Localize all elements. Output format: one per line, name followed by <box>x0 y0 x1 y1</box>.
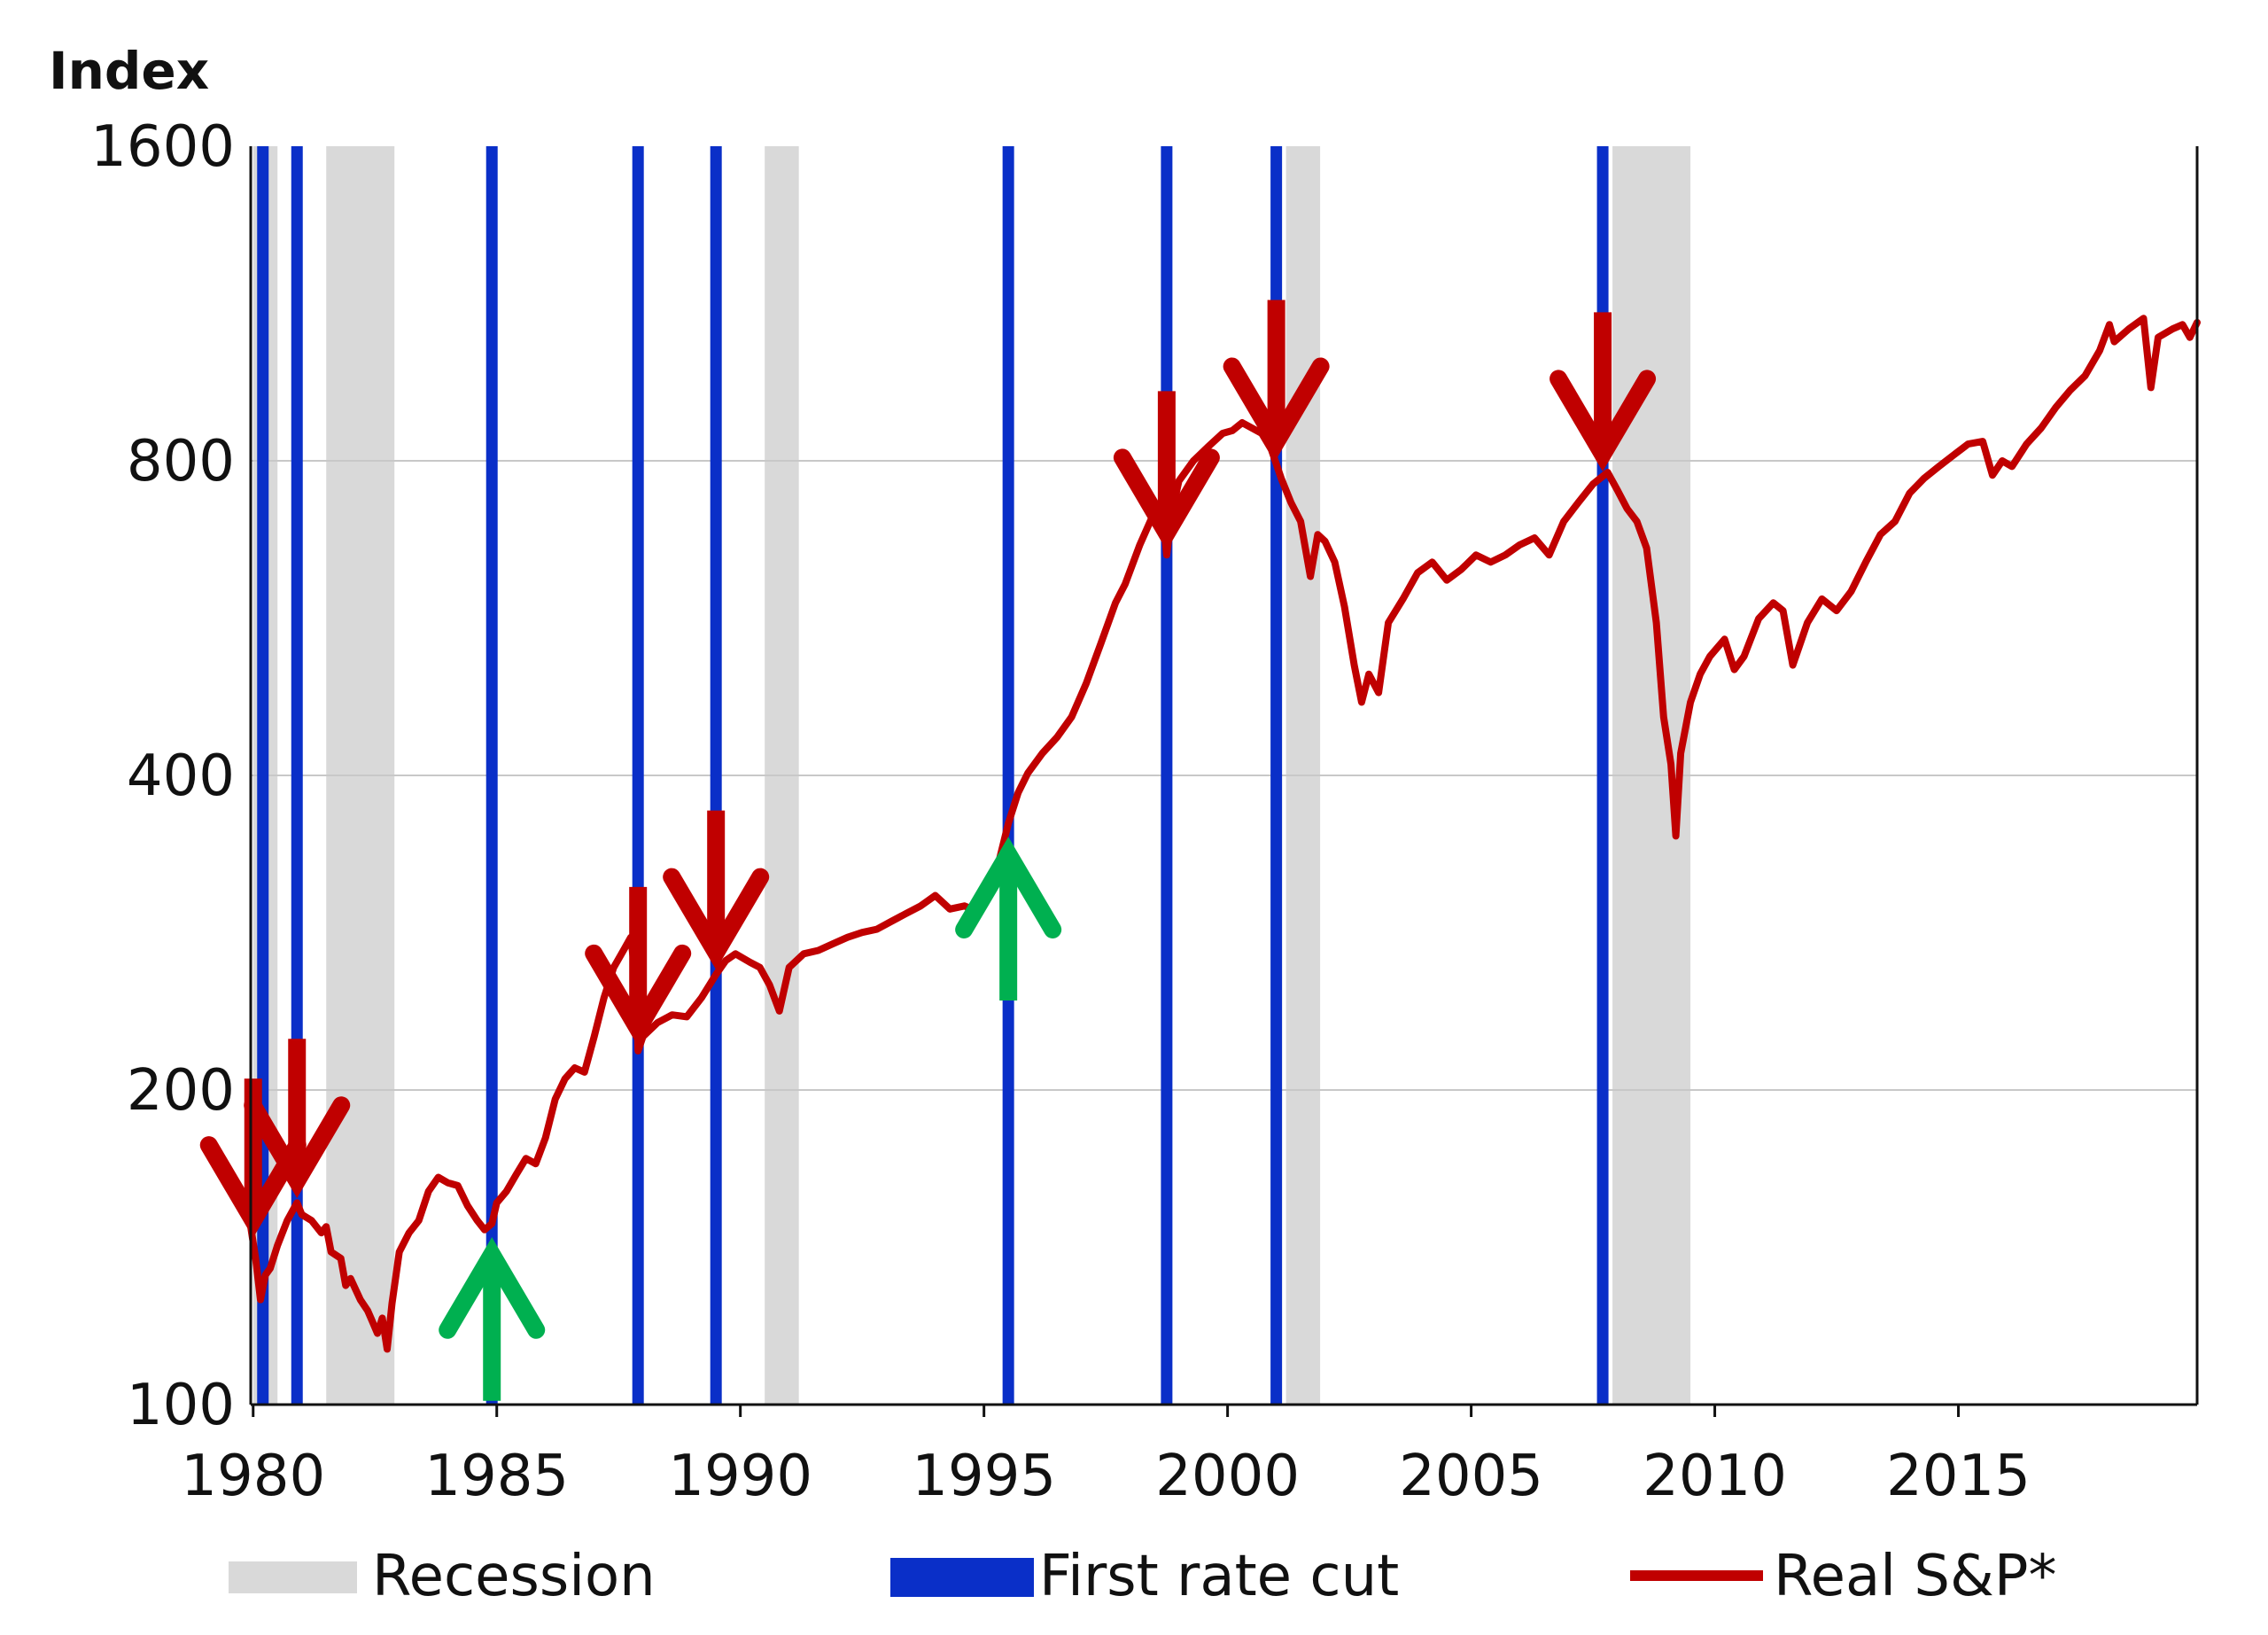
y-tick-label-800: 800 <box>127 429 235 494</box>
gridlines <box>251 460 2197 1091</box>
x-tick-label-1990: 1990 <box>668 1444 812 1509</box>
down-arrow-1 <box>244 1039 351 1198</box>
legend-swatch-first-rate-cut <box>890 1558 1034 1597</box>
down-arrow-head <box>1113 448 1220 551</box>
up-arrow-head <box>439 1237 546 1339</box>
down-arrow-5 <box>1223 300 1330 460</box>
down-arrow-4 <box>1113 391 1220 551</box>
axes: 100 200 400 800 1600 1980 1985 1990 1995 2000 2005… <box>90 114 2199 1509</box>
x-tick-label-1985: 1985 <box>424 1444 569 1509</box>
series-lines <box>247 315 2201 1353</box>
down-arrow-head <box>1550 370 1657 472</box>
x-tick-label-2010: 2010 <box>1643 1444 1787 1509</box>
series-line-real-sp <box>247 315 2201 1353</box>
down-arrow-head <box>663 868 770 970</box>
up-arrow-head <box>955 837 1062 938</box>
arrows <box>199 300 1657 1401</box>
legend-label-first-rate-cut: First rate cut <box>1039 1544 1399 1609</box>
x-tick-label-2000: 2000 <box>1155 1444 1300 1509</box>
y-tick-label-100: 100 <box>127 1373 235 1438</box>
down-arrow-head <box>1223 357 1330 460</box>
x-tick-label-2005: 2005 <box>1399 1444 1543 1509</box>
down-arrow-head <box>244 1096 351 1198</box>
y-tick-label-400: 400 <box>127 744 235 809</box>
y-tick-label-200: 200 <box>127 1058 235 1124</box>
down-arrow-6 <box>1550 312 1657 472</box>
legend-label-real-sp: Real S&P* <box>1774 1544 2056 1609</box>
down-arrow-2 <box>585 886 692 1047</box>
legend-label-recession: Recession <box>372 1544 656 1609</box>
up-arrow-0 <box>439 1237 546 1401</box>
y-axis-label: Index <box>49 41 209 101</box>
x-tick-label-2015: 2015 <box>1886 1444 2031 1509</box>
legend-swatch-recession <box>229 1561 357 1593</box>
x-tick-label-1980: 1980 <box>181 1444 325 1509</box>
down-arrow-3 <box>663 810 770 970</box>
up-arrow-1 <box>955 837 1062 1000</box>
y-tick-label-1600: 1600 <box>90 114 235 180</box>
down-arrow-head <box>585 944 692 1047</box>
legend: Recession First rate cut Real S&P* <box>229 1544 2056 1609</box>
x-tick-label-1995: 1995 <box>912 1444 1056 1509</box>
